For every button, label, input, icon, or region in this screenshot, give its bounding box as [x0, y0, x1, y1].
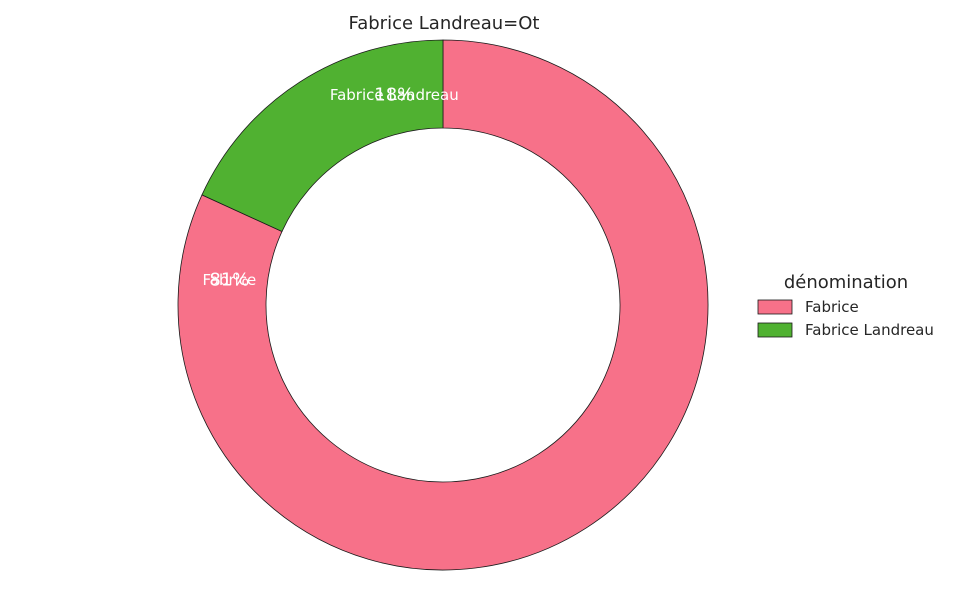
legend-title: dénomination: [784, 272, 908, 293]
legend-swatch-fabrice: [757, 299, 793, 315]
legend: dénomination Fabrice Fabrice Landreau: [757, 272, 934, 339]
slice-name-label: Fabrice: [203, 271, 257, 289]
legend-label-fabrice-landreau: Fabrice Landreau: [805, 321, 934, 339]
slice-name-label: Fabrice Landreau: [330, 86, 459, 104]
legend-swatch-fabrice-landreau: [757, 322, 793, 338]
slice-pct-label: 18%: [374, 85, 414, 106]
slice-pct-label: 81%: [209, 269, 249, 290]
legend-label-fabrice: Fabrice: [805, 298, 859, 316]
chart-title: Fabrice Landreau=Ot: [349, 13, 540, 34]
slice-fabrice-landreau: [201, 39, 444, 233]
slice-fabrice: [177, 39, 709, 571]
slice-group: [177, 39, 709, 571]
legend-items: Fabrice Fabrice Landreau: [757, 298, 934, 339]
